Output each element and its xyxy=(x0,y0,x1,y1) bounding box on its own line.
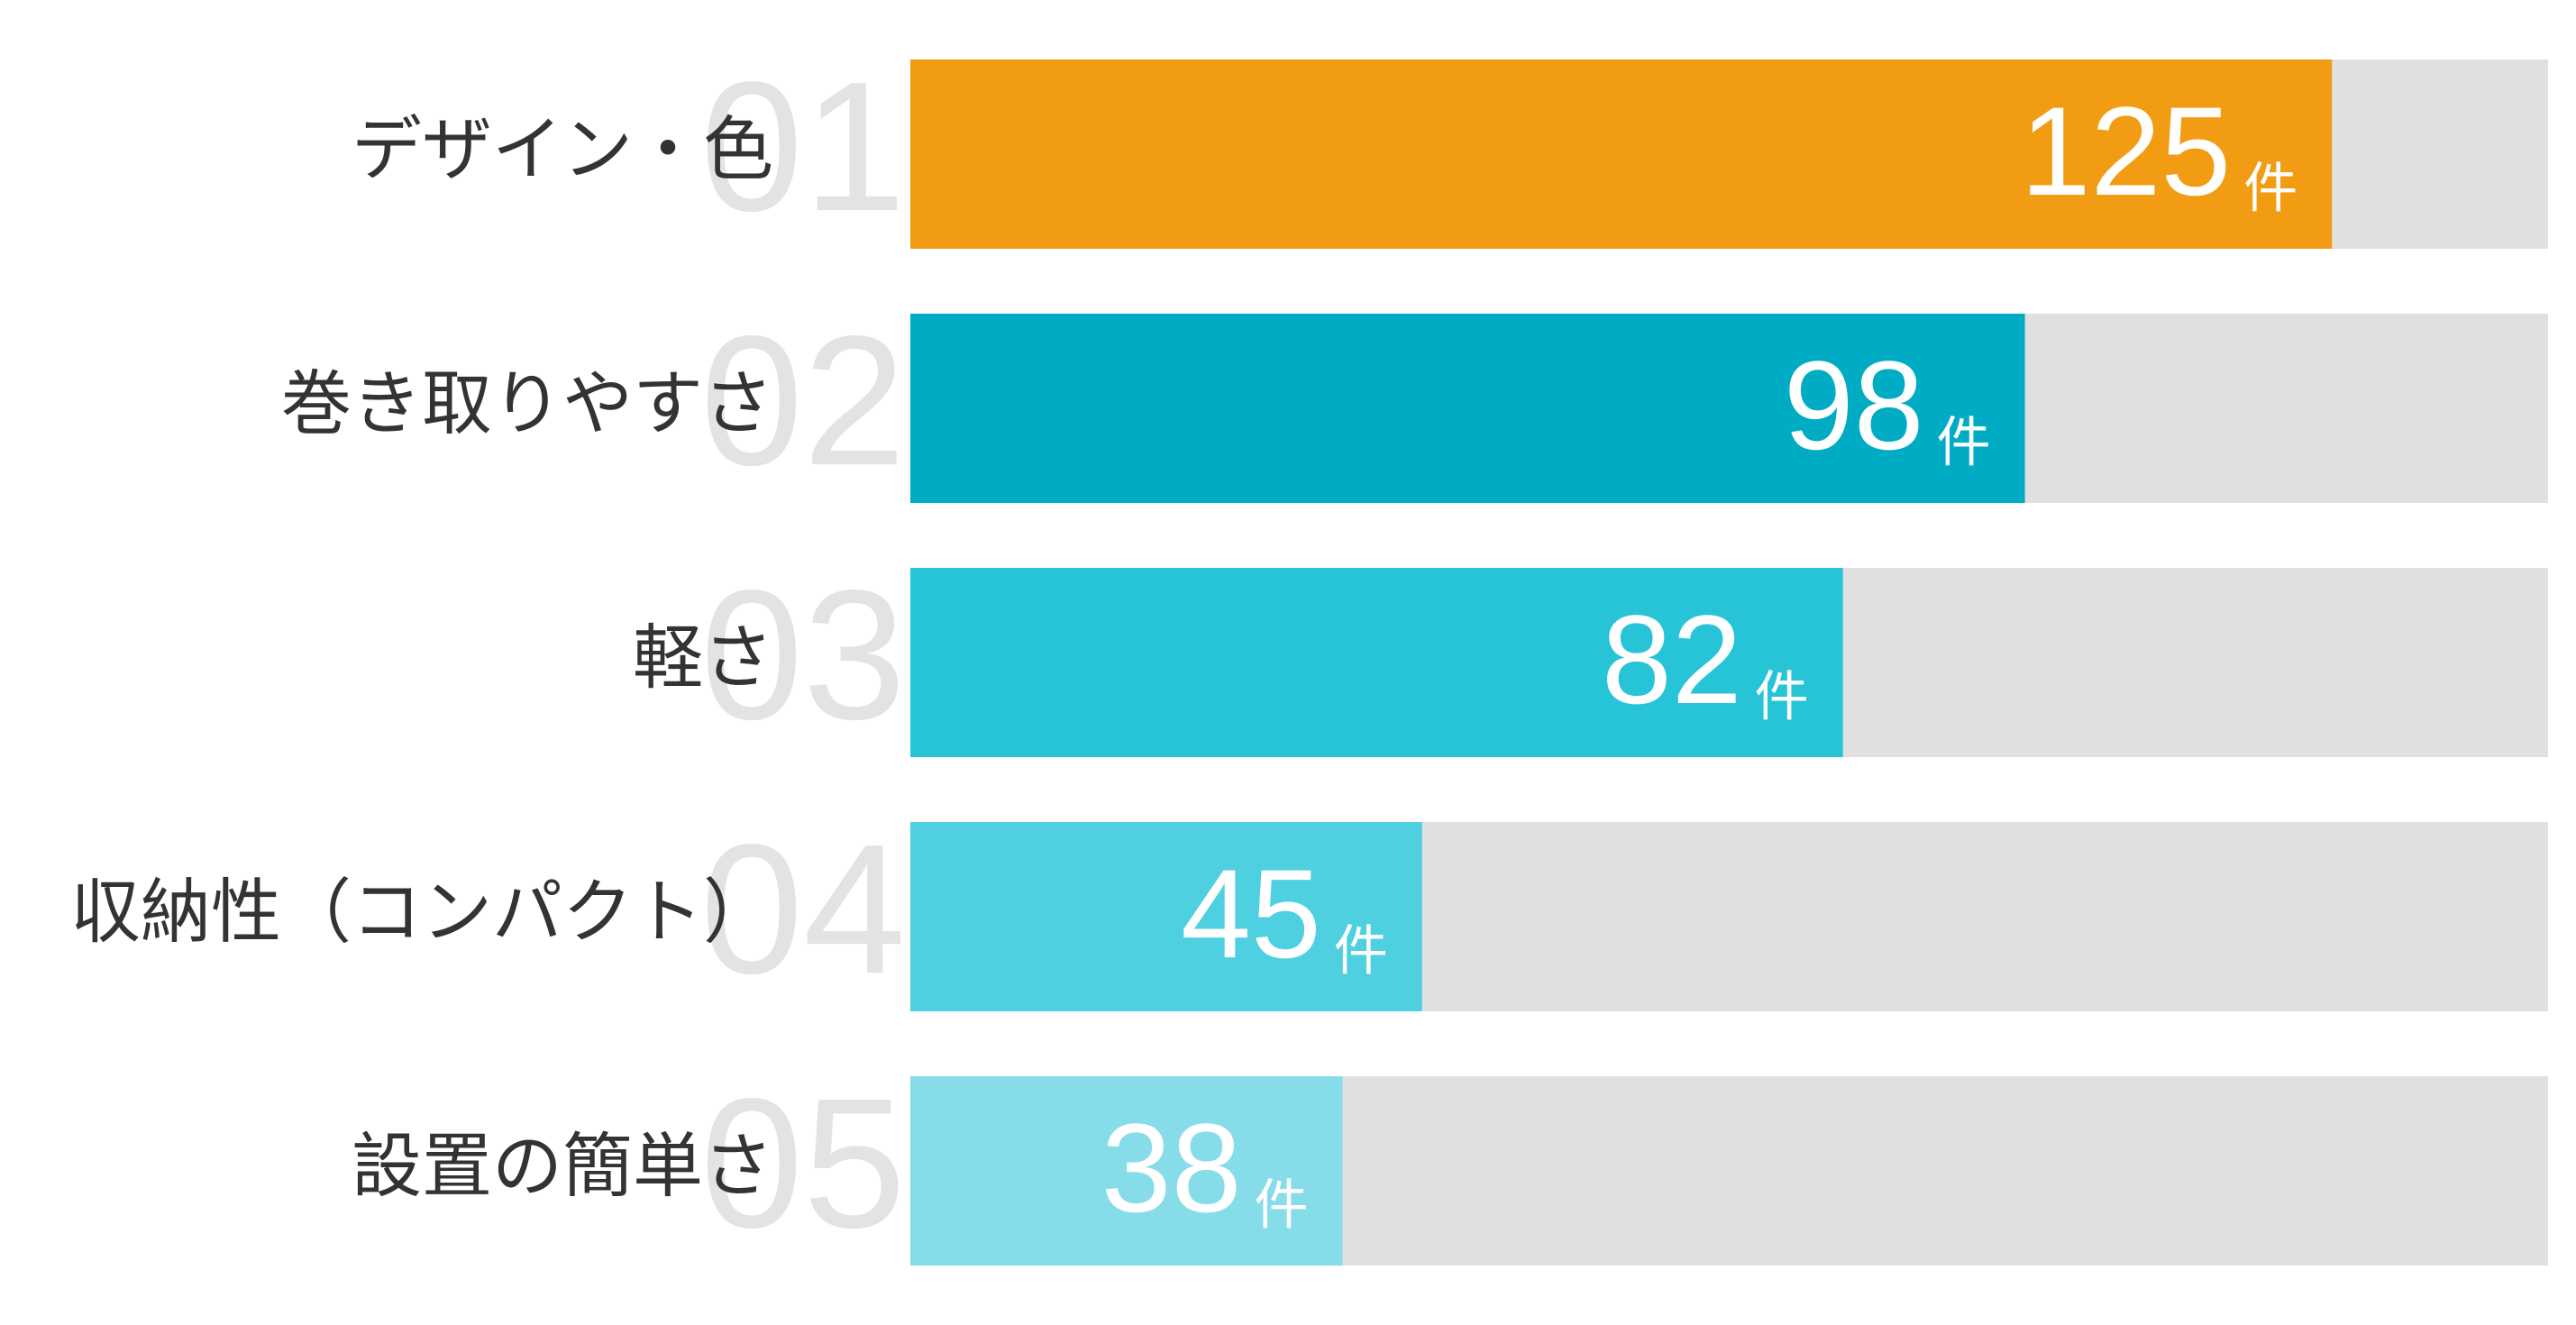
bar xyxy=(910,1076,1343,1266)
rank-number: 02 xyxy=(700,297,906,504)
category-label: 軽さ xyxy=(633,617,773,699)
unit-label: 件 xyxy=(2243,158,2297,221)
bar xyxy=(910,59,2333,249)
rank-number: 01 xyxy=(700,43,906,250)
rank-number: 03 xyxy=(700,552,906,758)
unit-label: 件 xyxy=(1937,412,1991,475)
unit-label: 件 xyxy=(1755,666,1809,729)
category-label: 収納性（コンパクト） xyxy=(70,872,773,953)
value-label: 38 xyxy=(1101,1097,1242,1238)
unit-label: 件 xyxy=(1334,920,1388,983)
bar xyxy=(910,822,1422,1011)
rank-number: 04 xyxy=(700,806,906,1012)
unit-label: 件 xyxy=(1254,1174,1308,1238)
value-label: 125 xyxy=(2021,80,2232,222)
rank-number: 05 xyxy=(700,1060,906,1266)
bar xyxy=(910,568,1843,757)
bar xyxy=(910,314,2025,503)
category-label: 設置の簡単さ xyxy=(352,1126,773,1207)
value-label: 82 xyxy=(1602,589,1742,730)
value-label: 98 xyxy=(1784,334,1924,476)
value-label: 45 xyxy=(1181,843,1321,984)
category-label: 巻き取りやすさ xyxy=(281,363,773,444)
category-label: デザイン・色 xyxy=(352,109,773,190)
